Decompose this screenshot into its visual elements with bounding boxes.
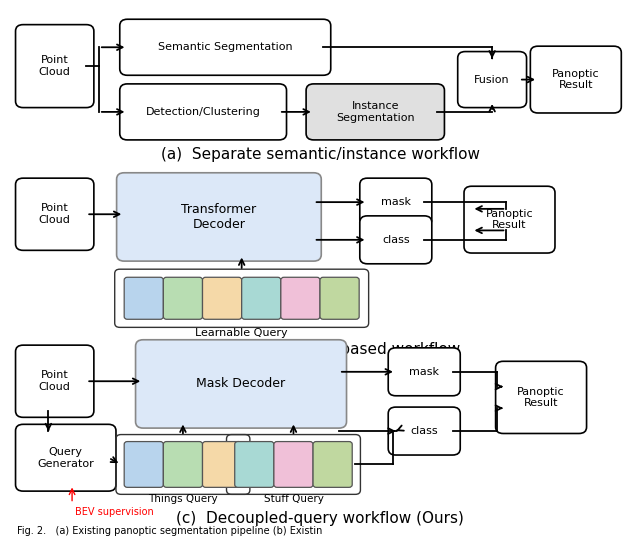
Text: (b)  Learnable query-based workflow: (b) Learnable query-based workflow	[179, 342, 461, 357]
FancyBboxPatch shape	[313, 441, 352, 487]
FancyBboxPatch shape	[464, 186, 555, 253]
Text: mask: mask	[381, 197, 411, 207]
FancyBboxPatch shape	[15, 178, 94, 251]
Text: Learnable Query: Learnable Query	[195, 328, 288, 339]
Text: Panoptic
Result: Panoptic Result	[486, 209, 533, 230]
FancyBboxPatch shape	[495, 362, 587, 433]
FancyBboxPatch shape	[360, 178, 432, 226]
FancyBboxPatch shape	[116, 173, 321, 261]
Text: Point
Cloud: Point Cloud	[39, 370, 70, 392]
Text: Query
Generator: Query Generator	[37, 447, 94, 469]
FancyBboxPatch shape	[120, 19, 331, 75]
Text: Things Query: Things Query	[148, 494, 218, 504]
Text: Semantic Segmentation: Semantic Segmentation	[158, 42, 292, 53]
Text: Instance
Segmentation: Instance Segmentation	[336, 101, 415, 123]
FancyBboxPatch shape	[202, 277, 242, 319]
Text: BEV supervision: BEV supervision	[76, 507, 154, 517]
Text: (c)  Decoupled-query workflow (Ours): (c) Decoupled-query workflow (Ours)	[176, 510, 464, 526]
FancyBboxPatch shape	[388, 348, 460, 396]
Text: Panoptic
Result: Panoptic Result	[552, 69, 600, 90]
FancyBboxPatch shape	[274, 441, 313, 487]
Text: class: class	[382, 235, 410, 245]
FancyBboxPatch shape	[124, 441, 163, 487]
Text: Transformer
Decoder: Transformer Decoder	[181, 203, 257, 231]
FancyBboxPatch shape	[15, 25, 94, 108]
FancyBboxPatch shape	[124, 277, 163, 319]
Text: Point
Cloud: Point Cloud	[39, 55, 70, 77]
Text: Fig. 2.   (a) Existing panoptic segmentation pipeline (b) Existin: Fig. 2. (a) Existing panoptic segmentati…	[17, 526, 322, 537]
Text: (a)  Separate semantic/instance workflow: (a) Separate semantic/instance workflow	[161, 147, 479, 162]
FancyBboxPatch shape	[163, 277, 202, 319]
Text: Stuff Query: Stuff Query	[264, 494, 323, 504]
Text: Fusion: Fusion	[474, 74, 510, 85]
FancyBboxPatch shape	[458, 51, 527, 108]
FancyBboxPatch shape	[281, 277, 320, 319]
Text: Detection/Clustering: Detection/Clustering	[146, 107, 260, 117]
FancyBboxPatch shape	[235, 441, 274, 487]
FancyBboxPatch shape	[15, 424, 116, 491]
FancyBboxPatch shape	[360, 216, 432, 264]
FancyBboxPatch shape	[320, 277, 359, 319]
Text: Mask Decoder: Mask Decoder	[196, 377, 285, 391]
Text: Point
Cloud: Point Cloud	[39, 203, 70, 225]
FancyBboxPatch shape	[388, 407, 460, 455]
FancyBboxPatch shape	[531, 46, 621, 113]
FancyBboxPatch shape	[242, 277, 281, 319]
FancyBboxPatch shape	[136, 340, 346, 428]
FancyBboxPatch shape	[163, 441, 202, 487]
FancyBboxPatch shape	[306, 84, 444, 140]
FancyBboxPatch shape	[15, 345, 94, 417]
Text: class: class	[410, 426, 438, 436]
Text: Panoptic
Result: Panoptic Result	[517, 387, 565, 408]
Text: mask: mask	[409, 367, 439, 377]
FancyBboxPatch shape	[120, 84, 287, 140]
FancyBboxPatch shape	[202, 441, 242, 487]
